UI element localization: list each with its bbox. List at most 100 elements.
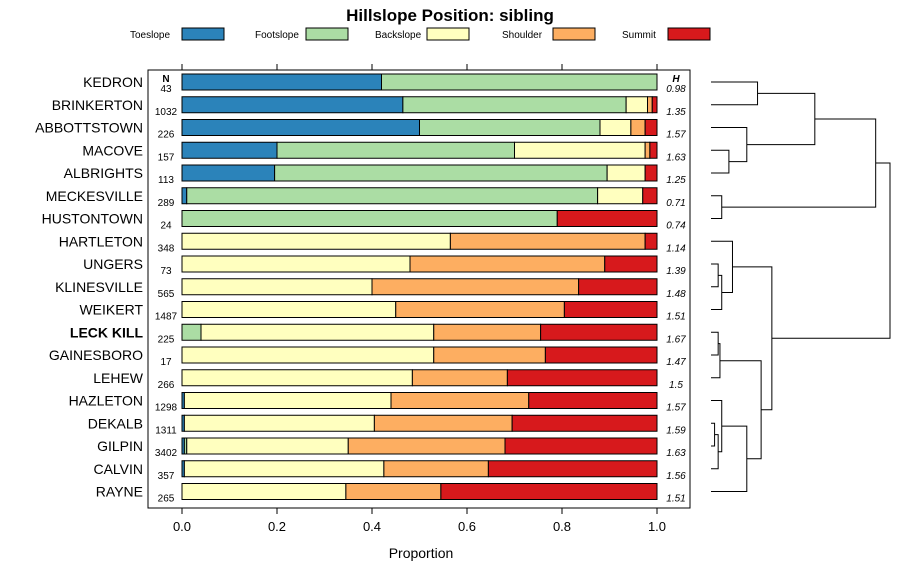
bar-backslope bbox=[181, 232, 451, 250]
row-label: WEIKERT bbox=[79, 302, 143, 318]
legend-label-footslope: Footslope bbox=[255, 30, 299, 41]
row-h: 1.57 bbox=[666, 403, 686, 414]
row-n: 226 bbox=[158, 130, 175, 141]
dendrogram-link bbox=[711, 149, 730, 174]
dendrogram-link bbox=[711, 274, 723, 310]
bar-shoulder bbox=[433, 323, 542, 341]
row-n: 357 bbox=[158, 471, 175, 482]
row-label: KLINESVILLE bbox=[55, 279, 143, 295]
x-tick-label: 0.0 bbox=[173, 519, 191, 534]
row-h: 0.74 bbox=[666, 221, 686, 232]
x-tick-label: 0.8 bbox=[553, 519, 571, 534]
bar-shoulder bbox=[630, 119, 646, 136]
bar-summit bbox=[544, 346, 658, 364]
bar-footslope bbox=[276, 141, 515, 159]
bar-summit bbox=[649, 141, 658, 159]
bar-summit bbox=[642, 187, 658, 205]
bar-footslope bbox=[181, 323, 202, 341]
bar-shoulder bbox=[409, 255, 606, 273]
row-klinesville: KLINESVILLE 565 1.48 bbox=[55, 278, 686, 300]
bar-footslope bbox=[419, 119, 601, 136]
dendrogram-link bbox=[711, 81, 759, 106]
dendrogram-link bbox=[719, 360, 762, 460]
row-n: 113 bbox=[158, 175, 174, 186]
row-n: 1311 bbox=[155, 425, 177, 436]
bar-summit bbox=[644, 232, 658, 250]
bar-shoulder bbox=[449, 232, 646, 250]
x-tick-label: 0.4 bbox=[363, 519, 381, 534]
legend-swatch-backslope bbox=[426, 27, 470, 41]
bar-shoulder bbox=[345, 483, 442, 500]
row-label: HARTLETON bbox=[59, 233, 143, 249]
row-label: RAYNE bbox=[96, 484, 143, 500]
bar-summit bbox=[644, 164, 658, 182]
bar-backslope bbox=[200, 323, 435, 341]
row-label: GAINESBORO bbox=[49, 347, 143, 363]
bar-backslope bbox=[183, 414, 375, 432]
legend-swatch-summit bbox=[667, 27, 711, 41]
bar-footslope bbox=[186, 187, 599, 205]
row-label: ABBOTTSTOWN bbox=[35, 120, 143, 136]
row-abbottstown: ABBOTTSTOWN 226 1.57 bbox=[35, 119, 686, 141]
row-label: CALVIN bbox=[93, 461, 143, 477]
bar-summit bbox=[604, 255, 658, 273]
bar-backslope bbox=[181, 369, 413, 387]
row-n: 265 bbox=[158, 494, 175, 505]
x-axis-label: Proportion bbox=[389, 545, 454, 561]
legend-swatch-shoulder bbox=[552, 27, 596, 41]
row-kedron: KEDRON 43 0.98 bbox=[83, 73, 686, 95]
bar-summit bbox=[563, 301, 658, 318]
bar-backslope bbox=[606, 164, 646, 182]
dendrogram-link bbox=[746, 92, 816, 146]
row-n: 43 bbox=[160, 84, 172, 95]
row-n: 565 bbox=[158, 289, 175, 300]
row-label: BRINKERTON bbox=[52, 97, 143, 113]
legend-label-summit: Summit bbox=[622, 30, 656, 41]
row-n: 1298 bbox=[155, 403, 178, 414]
bar-footslope bbox=[381, 73, 658, 91]
row-label: UNGERS bbox=[83, 256, 143, 272]
row-n: 289 bbox=[158, 198, 175, 209]
n-header: N bbox=[162, 74, 169, 85]
row-n: 348 bbox=[158, 243, 175, 254]
bar-backslope bbox=[181, 346, 435, 364]
row-h: 0.71 bbox=[666, 198, 685, 209]
bar-toeslope bbox=[181, 96, 404, 114]
row-n: 1487 bbox=[155, 312, 178, 323]
bar-shoulder bbox=[647, 96, 653, 114]
bar-shoulder bbox=[390, 392, 530, 409]
row-brinkerton: BRINKERTON 1032 1.35 bbox=[52, 96, 686, 118]
bar-shoulder bbox=[411, 369, 508, 387]
row-hustontown: HUSTONTOWN 24 0.74 bbox=[42, 210, 686, 232]
dendrogram-link bbox=[721, 118, 877, 208]
row-label: HUSTONTOWN bbox=[42, 211, 143, 227]
row-h: 1.57 bbox=[666, 130, 686, 141]
x-axis: 0.0 0.2 0.4 0.6 0.8 1.0 bbox=[173, 508, 666, 534]
row-h: 1.5 bbox=[669, 380, 683, 391]
row-h: 1.25 bbox=[666, 175, 686, 186]
h-header: H bbox=[672, 74, 680, 85]
dendrogram-link bbox=[711, 331, 719, 356]
legend: Toeslope Footslope Backslope Shoulder Summit bbox=[130, 27, 711, 41]
row-rayne: RAYNE 265 1.51 bbox=[96, 483, 686, 505]
row-h: 1.35 bbox=[666, 107, 686, 118]
row-hartleton: HARTLETON 348 1.14 bbox=[59, 232, 686, 254]
row-hazleton: HAZLETON 1298 1.57 bbox=[69, 392, 686, 414]
bar-toeslope bbox=[181, 141, 278, 159]
row-label: LEHEW bbox=[93, 370, 144, 386]
row-meckesville: MECKESVILLE 289 0.71 bbox=[46, 187, 686, 209]
row-gilpin: GILPIN 3402 1.63 bbox=[97, 437, 686, 459]
row-h: 1.48 bbox=[666, 289, 686, 300]
dendrogram bbox=[711, 81, 891, 492]
row-label: KEDRON bbox=[83, 74, 143, 90]
legend-label-toeslope: Toeslope bbox=[130, 30, 170, 41]
row-h: 0.98 bbox=[666, 84, 686, 95]
row-lehew: LEHEW 266 1.5 bbox=[93, 369, 683, 391]
row-label: HAZLETON bbox=[69, 393, 143, 409]
row-label: LECK KILL bbox=[70, 324, 144, 340]
legend-swatch-footslope bbox=[305, 27, 349, 41]
legend-label-backslope: Backslope bbox=[375, 30, 422, 41]
legend-swatch-toeslope bbox=[181, 27, 225, 41]
